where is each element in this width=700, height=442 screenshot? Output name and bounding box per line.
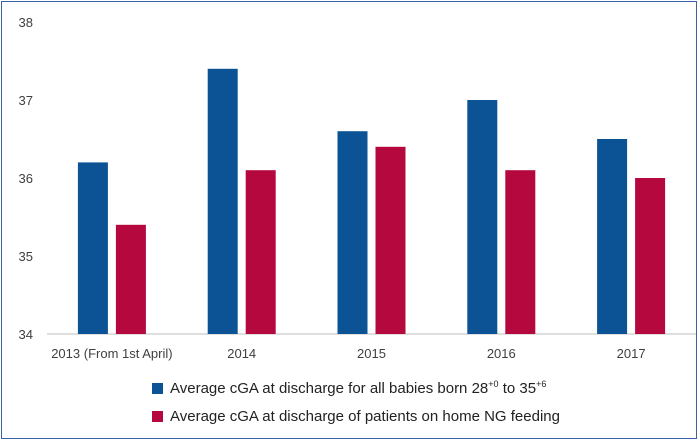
bar-series-1-2: [337, 131, 368, 334]
x-axis: 2013 (From 1st April) 2014 2015 2016 2017: [47, 333, 696, 361]
legend-swatch-series-2: [152, 410, 163, 422]
y-axis: 34 35 36 37 38: [19, 15, 33, 342]
legend-item-series-1: Average cGA at discharge for all babies …: [152, 377, 560, 399]
legend-swatch-series-1: [152, 382, 163, 394]
legend-label-series-2: Average cGA at discharge of patients on …: [170, 407, 560, 425]
y-tick-label: 35: [19, 249, 33, 264]
bar-series-2-4: [635, 178, 666, 334]
bar-chart: 34 35 36 37 38 2013 (From 1st April) 2014 2015…: [19, 15, 696, 361]
bar-series-2-1: [245, 170, 276, 334]
bar-series-1-3: [467, 100, 498, 334]
y-tick-label: 37: [19, 93, 33, 108]
bar-series-2-3: [505, 170, 536, 334]
bar-series-1-1: [207, 68, 238, 335]
bars: [77, 68, 666, 335]
x-tick-label: 2015: [357, 346, 386, 361]
legend-item-series-2: Average cGA at discharge of patients on …: [152, 405, 560, 427]
bar-series-1-4: [597, 139, 628, 334]
x-tick-label: 2017: [617, 346, 646, 361]
bar-series-2-2: [375, 146, 406, 334]
y-tick-label: 38: [19, 15, 33, 30]
bar-series-2-0: [115, 224, 146, 334]
legend: Average cGA at discharge for all babies …: [152, 377, 560, 433]
y-tick-label: 36: [19, 171, 33, 186]
legend-label-series-1: Average cGA at discharge for all babies …: [170, 378, 547, 397]
bar-series-1-0: [77, 162, 108, 334]
x-tick-label: 2014: [227, 346, 256, 361]
y-tick-label: 34: [19, 327, 33, 342]
x-tick-label: 2013 (From 1st April): [51, 346, 172, 361]
x-tick-label: 2016: [487, 346, 516, 361]
